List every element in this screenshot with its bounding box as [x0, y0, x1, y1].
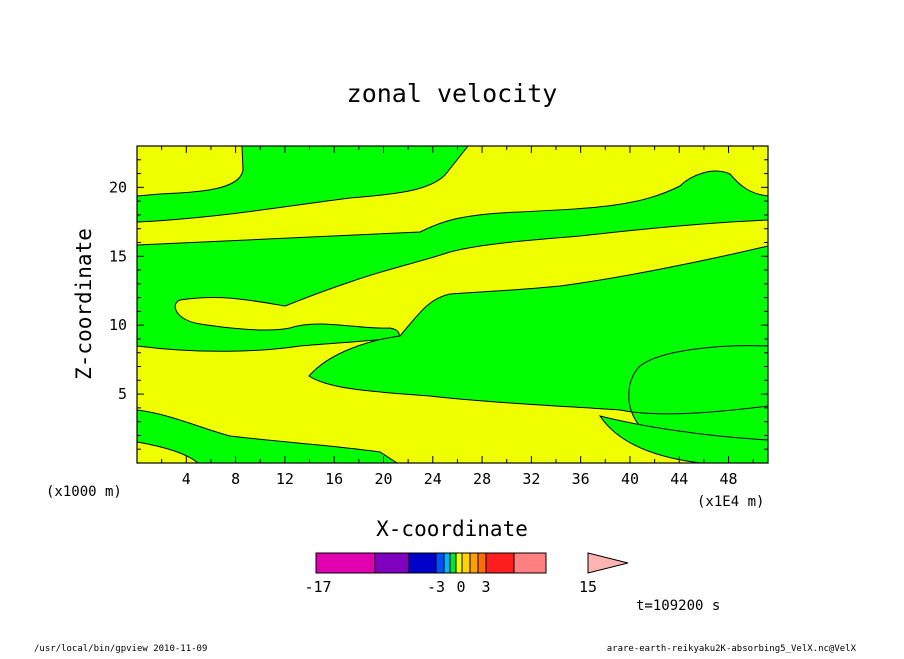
footer-right: arare-earth-reikyaku2K-absorbing5_VelX.n…: [607, 644, 857, 654]
colorbar-segment: [435, 552, 445, 574]
x-tick-label: 12: [276, 470, 294, 488]
y-tick-label: 15: [109, 247, 127, 265]
x-tick-label: 36: [572, 470, 590, 488]
colorbar-segment: [485, 552, 515, 574]
colorbar-label-zero: 0: [456, 578, 465, 596]
x-axis-title: X-coordinate: [376, 517, 528, 541]
x-tick-label: 28: [473, 470, 491, 488]
colorbar-segment: [374, 552, 410, 574]
colorbar-label-3: 3: [481, 578, 490, 596]
x-tick-label: 40: [621, 470, 639, 488]
plot-frame: [136, 145, 769, 464]
colorbar: [315, 552, 629, 574]
x-tick-label: 16: [325, 470, 343, 488]
y-axis-title: Z-coordinate: [72, 228, 96, 380]
x-tick-label: 32: [522, 470, 540, 488]
colorbar-segment: [449, 552, 457, 574]
colorbar-segment: [469, 552, 479, 574]
footer-left: /usr/local/bin/gpview 2010-11-09: [34, 644, 207, 654]
negative-region-bottom: [137, 409, 398, 463]
y-axis-ticks: 5 10 15 20: [109, 159, 768, 450]
x-axis-unit: (x1E4 m): [697, 494, 764, 510]
x-tick-label: 48: [720, 470, 738, 488]
x-tick-label: 24: [424, 470, 442, 488]
negative-region-top: [137, 146, 469, 223]
colorbar-segment: [513, 552, 547, 574]
x-tick-label: 8: [231, 470, 240, 488]
y-tick-label: 5: [118, 385, 127, 403]
x-tick-label: 44: [670, 470, 688, 488]
y-tick-label: 20: [109, 178, 127, 196]
time-label: t=109200 s: [636, 598, 720, 614]
colorbar-labels: -17 -3 0 3 15: [304, 578, 597, 596]
colorbar-segment: [455, 552, 463, 574]
x-tick-label: 20: [374, 470, 392, 488]
chart-title: zonal velocity: [347, 79, 558, 108]
x-axis-ticks: 4 8 12 16 20 24 28 32 36 40 44 48: [161, 146, 754, 488]
colorbar-segment: [461, 552, 471, 574]
colorbar-arrow: [587, 552, 629, 574]
negative-region-upper-band: [137, 170, 768, 352]
colorbar-segment: [477, 552, 487, 574]
y-tick-label: 10: [109, 316, 127, 334]
x-tick-label: 4: [182, 470, 191, 488]
colorbar-segment: [315, 552, 376, 574]
y-axis-unit: (x1000 m): [46, 484, 122, 500]
colorbar-segment: [408, 552, 437, 574]
contour-field: [137, 146, 768, 463]
colorbar-label-min: -17: [304, 578, 331, 596]
colorbar-segment: [443, 552, 451, 574]
colorbar-label-neg3: -3: [427, 578, 445, 596]
colorbar-label-max: 15: [579, 578, 597, 596]
